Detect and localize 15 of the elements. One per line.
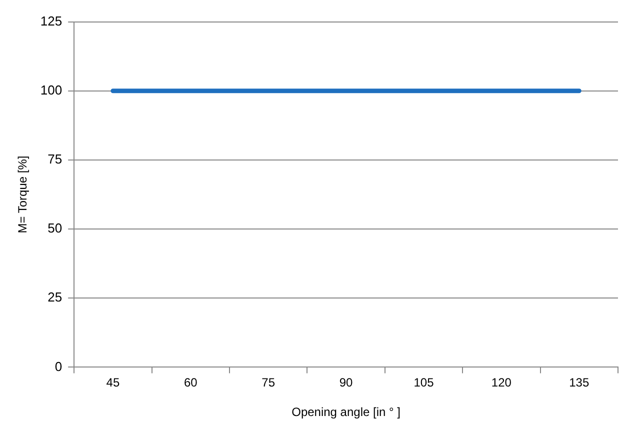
x-axis-title: Opening angle [in ° ] (292, 405, 400, 420)
y-tick-label: 100 (40, 82, 62, 98)
y-tick-label: 75 (48, 152, 62, 167)
y-tick-label: 25 (48, 290, 62, 305)
y-tick-label: 50 (48, 220, 62, 236)
x-tick-label: 90 (339, 376, 354, 390)
x-tick-label: 75 (262, 376, 276, 390)
x-tick-label: 60 (184, 376, 198, 390)
y-tick-label: 125 (40, 13, 62, 28)
y-axis-title: M= Torque [%] (16, 156, 30, 234)
x-tick-label: 120 (491, 376, 512, 390)
y-tick-label: 0 (54, 358, 62, 374)
x-tick-label: 135 (569, 376, 590, 390)
x-tick-label: 45 (106, 376, 120, 390)
x-tick-label: 105 (414, 376, 434, 390)
